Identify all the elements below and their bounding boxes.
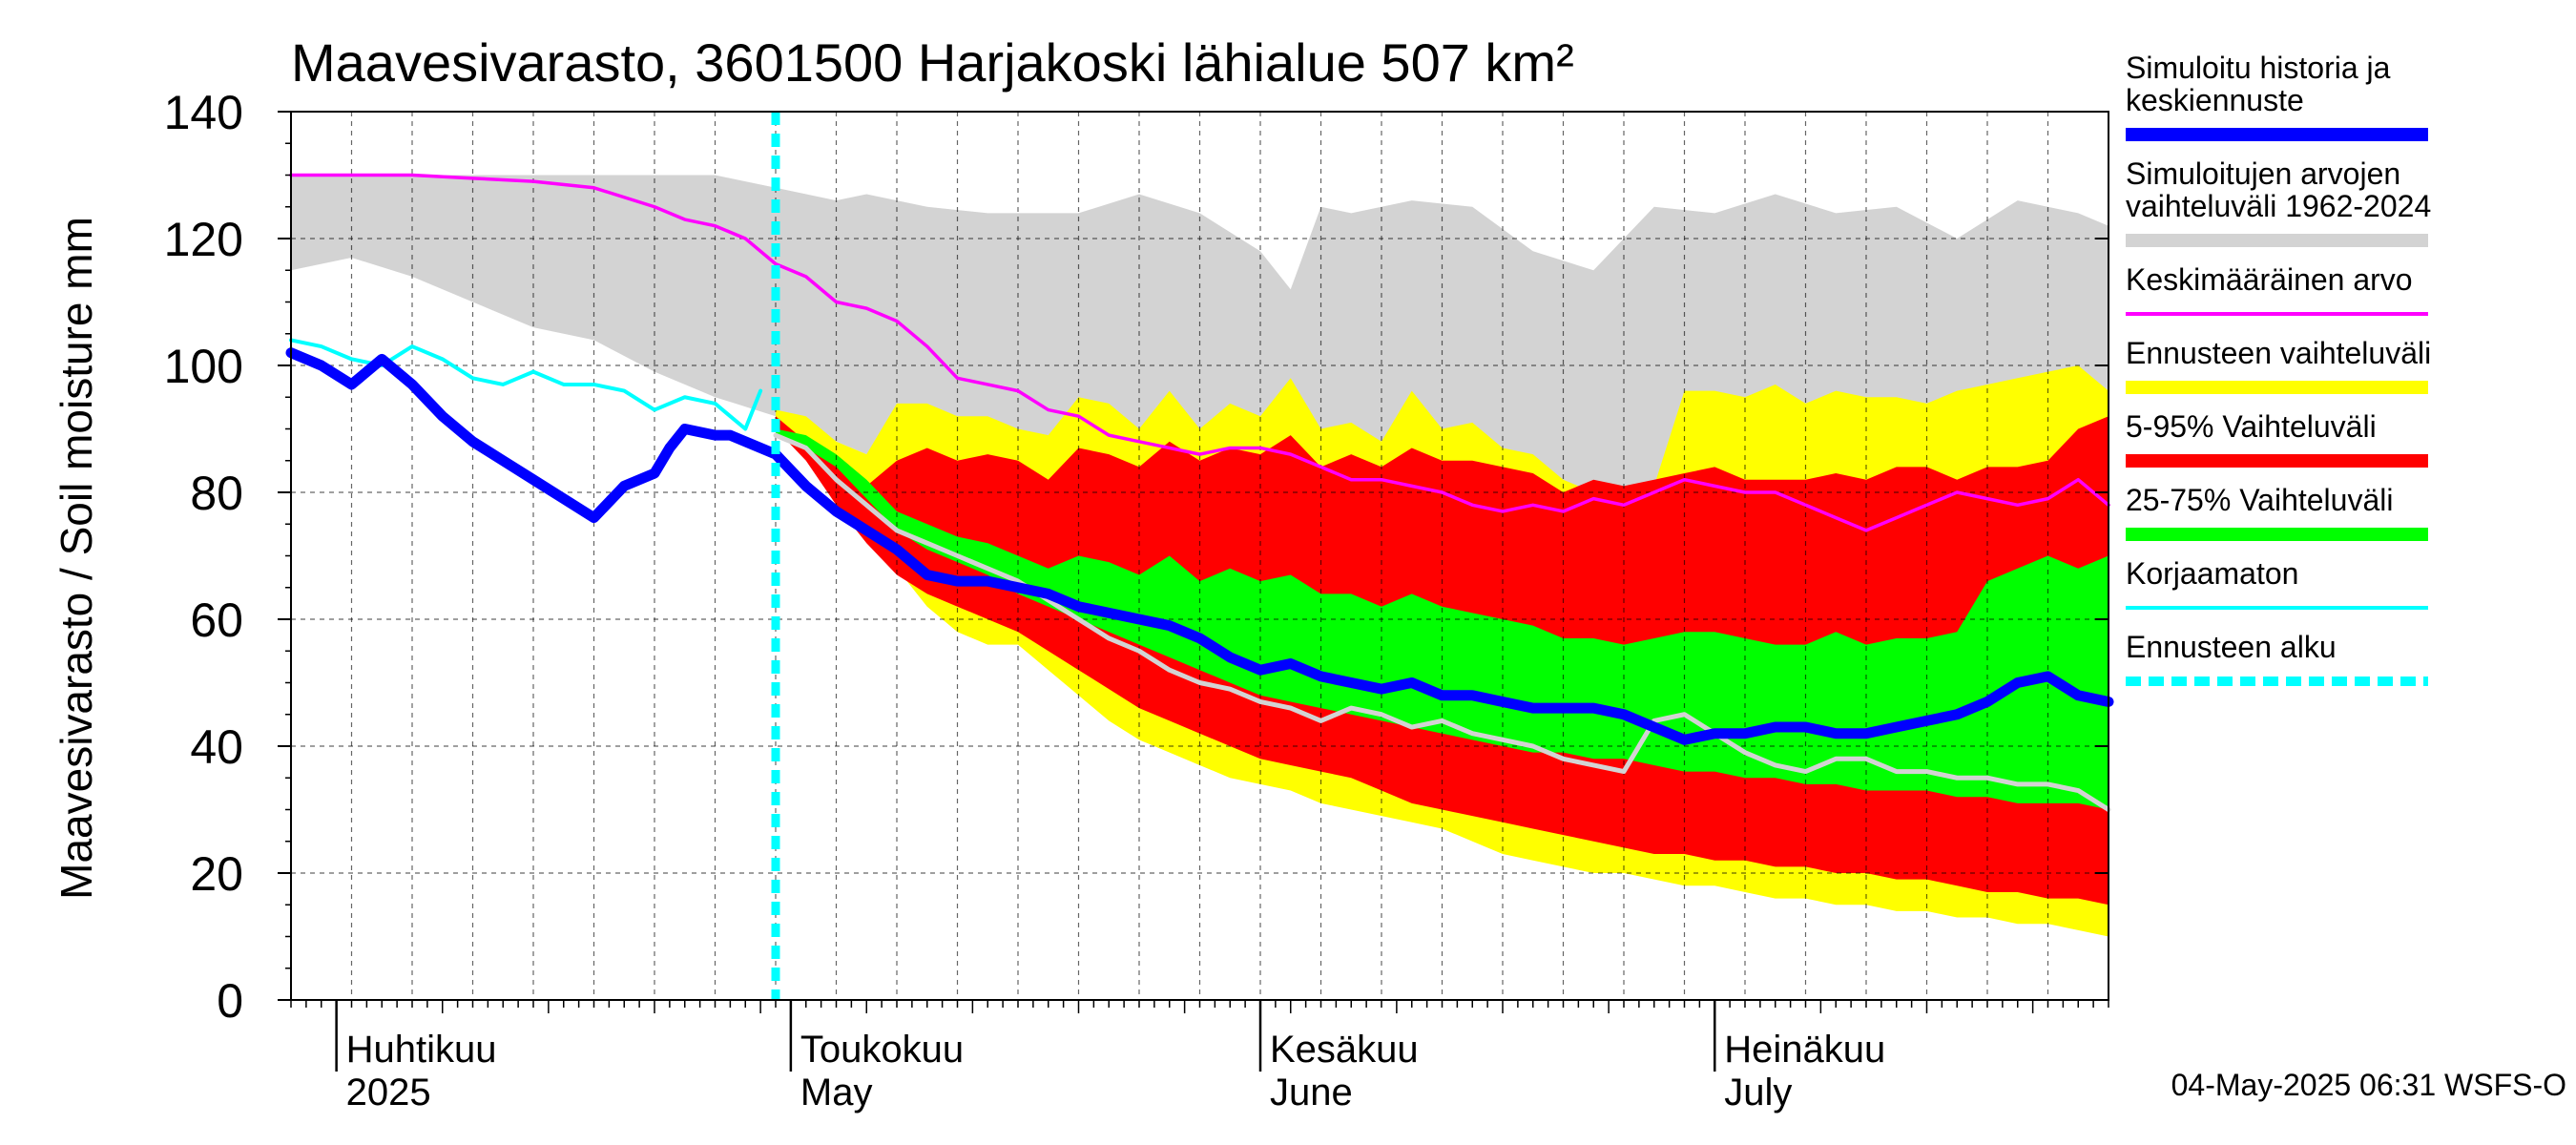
legend-label: keskiennuste xyxy=(2126,83,2304,117)
legend-label: Ennusteen vaihteluväli xyxy=(2126,336,2431,370)
chart-title: Maavesivarasto, 3601500 Harjakoski lähia… xyxy=(291,32,1574,93)
y-tick-label: 80 xyxy=(190,467,243,520)
month-label-fi: Kesäkuu xyxy=(1270,1029,1419,1071)
month-label-en: June xyxy=(1270,1072,1353,1114)
y-tick-label: 60 xyxy=(190,593,243,647)
legend-label: Simuloitujen arvojen xyxy=(2126,156,2400,191)
month-label-fi: Toukokuu xyxy=(800,1029,964,1071)
y-tick-label: 0 xyxy=(217,974,243,1028)
line-simuloitu-historia-ja-keskiennuste xyxy=(285,347,2114,745)
month-label-fi: Heinäkuu xyxy=(1724,1029,1885,1071)
legend-label: Simuloitu historia ja xyxy=(2126,51,2391,85)
month-label-en: 2025 xyxy=(346,1072,431,1114)
footer-timestamp: 04-May-2025 06:31 WSFS-O xyxy=(2171,1068,2566,1102)
y-axis-label: Maavesivarasto / Soil moisture mm xyxy=(52,217,101,900)
y-tick-label: 140 xyxy=(164,86,243,139)
y-tick-label: 120 xyxy=(164,213,243,266)
y-tick-label: 40 xyxy=(190,720,243,774)
month-label-en: July xyxy=(1724,1072,1792,1114)
legend-label: Korjaamaton xyxy=(2126,556,2298,591)
line-keskim-r-inen-arvo xyxy=(289,173,2110,532)
y-tick-label: 20 xyxy=(190,847,243,901)
line-unnamed-simulated-line xyxy=(773,432,2111,812)
legend-label: 5-95% Vaihteluväli xyxy=(2126,409,2377,444)
month-label-en: May xyxy=(800,1072,873,1114)
legend-label: Ennusteen alku xyxy=(2126,630,2337,664)
month-label-fi: Huhtikuu xyxy=(346,1029,497,1071)
legend-label: vaihteluväli 1962-2024 xyxy=(2126,189,2431,223)
lines-group xyxy=(285,112,2114,1001)
band-simuloitujen-arvojen-vaihteluv-li-1962-2024 xyxy=(291,175,2109,499)
legend-label: Keskimääräinen arvo xyxy=(2126,262,2413,297)
y-tick-label: 100 xyxy=(164,340,243,393)
legend-label: 25-75% Vaihteluväli xyxy=(2126,483,2393,517)
